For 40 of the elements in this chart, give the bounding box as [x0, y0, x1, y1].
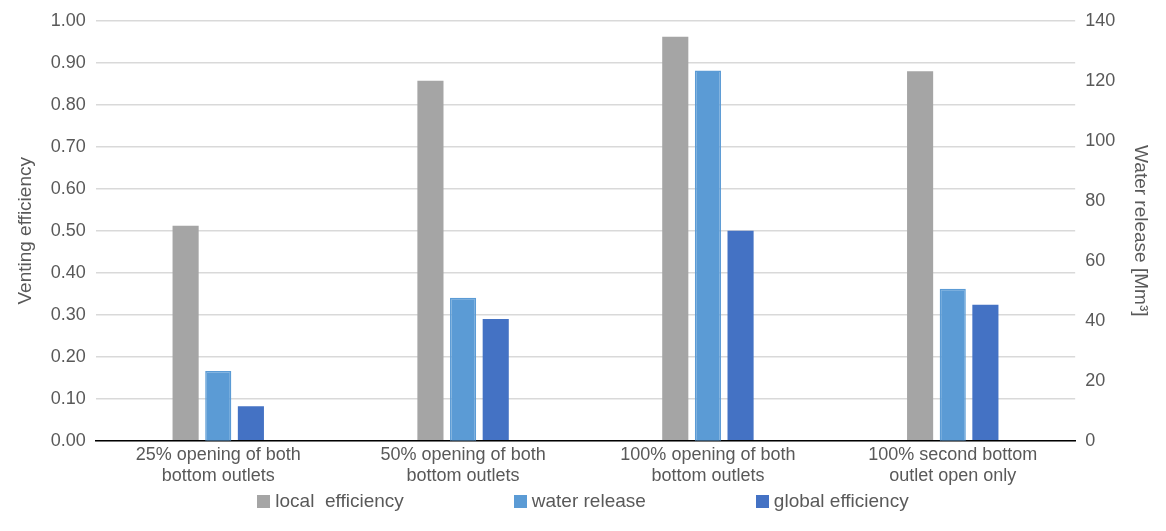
bar: [172, 225, 199, 441]
bar: [727, 230, 754, 441]
y-tick-label: 0.30: [50, 303, 86, 324]
category-label: 25% opening of both: [135, 443, 301, 464]
y-tick-label: 0.10: [50, 387, 86, 408]
y-tick-label: 0.60: [50, 177, 86, 198]
y-tick-label: 0.20: [50, 345, 86, 366]
category-label: outlet open only: [889, 465, 1017, 486]
y2-tick-label: 40: [1085, 309, 1106, 330]
y-tick-label: 0.90: [50, 51, 86, 72]
category-label: 100% second bottom: [868, 443, 1038, 464]
y-tick-label: 1.00: [50, 9, 86, 30]
bar: [482, 319, 509, 441]
y2-tick-label: 140: [1085, 9, 1116, 30]
bar: [237, 406, 264, 441]
y2-tick-label: 100: [1085, 129, 1116, 150]
bar: [662, 36, 689, 441]
category-label: bottom outlets: [161, 465, 275, 486]
category-label: 100% opening of both: [620, 443, 796, 464]
bar: [972, 304, 999, 441]
y2-tick-label: 120: [1085, 69, 1116, 90]
y2-tick-label: 20: [1085, 369, 1106, 390]
legend-label: water release: [531, 490, 646, 512]
y-tick-label: 0.40: [50, 261, 86, 282]
y2-tick-label: 0: [1085, 429, 1096, 450]
y-axis-title: Venting efficiency: [13, 156, 35, 305]
bar: [417, 80, 444, 441]
y2-tick-label: 80: [1085, 189, 1106, 210]
y-tick-label: 0.00: [50, 429, 86, 450]
y-tick-label: 0.80: [50, 93, 86, 114]
legend-label: local efficiency: [275, 490, 404, 512]
bar: [907, 71, 934, 441]
category-label: bottom outlets: [406, 465, 520, 486]
category-label: bottom outlets: [651, 465, 765, 486]
y-tick-label: 0.70: [50, 135, 86, 156]
legend-label: global efficiency: [773, 490, 909, 512]
y2-tick-label: 60: [1085, 249, 1106, 270]
y2-axis-title: Water release [Mm³]: [1131, 145, 1153, 317]
y-tick-label: 0.50: [50, 219, 86, 240]
category-label: 50% opening of both: [380, 443, 546, 464]
